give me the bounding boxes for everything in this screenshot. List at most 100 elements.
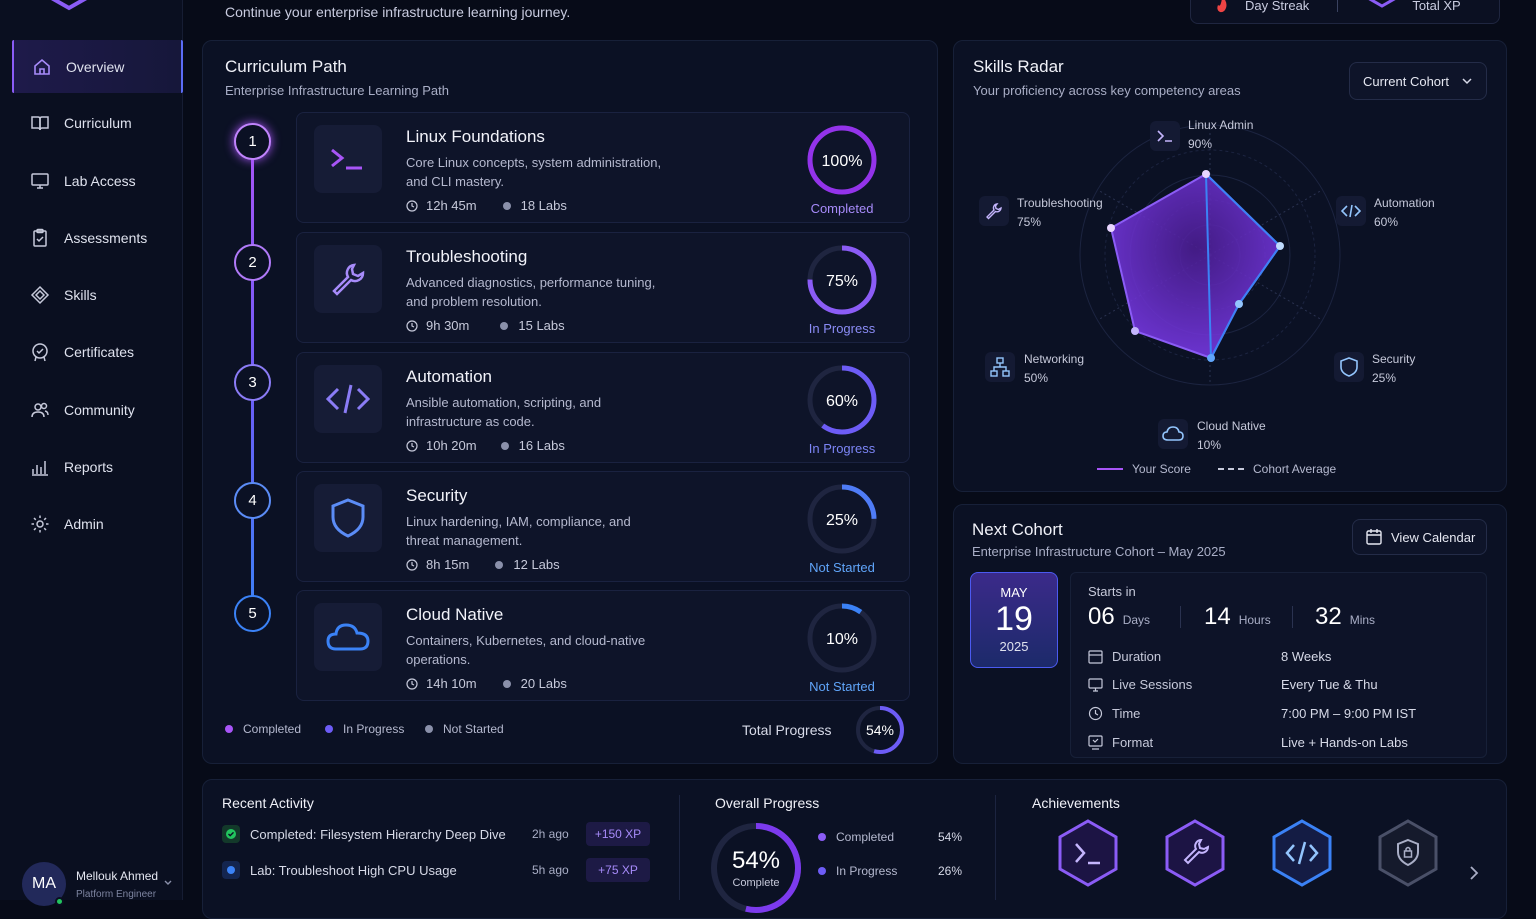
course-title: Automation bbox=[406, 367, 492, 386]
detail-format: Format bbox=[1088, 735, 1153, 750]
cohort-dropdown[interactable]: Current Cohort bbox=[1349, 62, 1487, 100]
activity-time: 5h ago bbox=[532, 863, 569, 877]
legend-your-score: Your Score bbox=[1097, 462, 1191, 476]
total-progress-label: Total Progress bbox=[742, 722, 832, 738]
legend-completed: Completed bbox=[225, 722, 301, 736]
sidebar-item-label: Skills bbox=[64, 287, 97, 304]
home-icon bbox=[34, 58, 50, 75]
step-1: 1 bbox=[234, 123, 271, 160]
chevron-right-icon[interactable] bbox=[1466, 864, 1482, 882]
sidebar-item-label: Community bbox=[64, 401, 135, 418]
clock-icon bbox=[1088, 706, 1103, 721]
step-3: 3 bbox=[234, 364, 271, 401]
diamond-icon bbox=[30, 286, 50, 305]
terminal-icon bbox=[1150, 121, 1180, 151]
sidebar-item-reports[interactable]: Reports bbox=[12, 440, 183, 494]
course-meta: 12h 45m 18 Labs bbox=[406, 198, 567, 213]
sidebar-item-admin[interactable]: Admin bbox=[12, 497, 183, 551]
achievement-terminal-icon[interactable] bbox=[1056, 818, 1120, 888]
radar-label-networking: Networking 50% bbox=[1024, 352, 1085, 385]
cloud-icon bbox=[314, 603, 382, 671]
overall-in-progress: In Progress bbox=[818, 864, 897, 878]
calendar-icon bbox=[1088, 650, 1103, 664]
countdown-mins: 32 Mins bbox=[1315, 603, 1376, 630]
detail-time: Time bbox=[1088, 706, 1140, 721]
course-desc: Containers, Kubernetes, and cloud-native… bbox=[406, 633, 646, 667]
progress-ring: 100% bbox=[807, 125, 877, 195]
course-desc: Ansible automation, scripting, and infra… bbox=[406, 395, 602, 429]
divider bbox=[1292, 606, 1293, 628]
cohort-details-box bbox=[1070, 572, 1487, 758]
date-card: MAY 19 2025 bbox=[970, 572, 1058, 668]
wrench-icon bbox=[979, 196, 1009, 226]
sidebar-item-assessments[interactable]: Assessments bbox=[12, 211, 183, 265]
progress-ring: 60% bbox=[807, 365, 877, 435]
code-icon bbox=[314, 365, 382, 433]
course-meta: 14h 10m 20 Labs bbox=[406, 676, 567, 691]
bar-chart-icon bbox=[32, 461, 48, 476]
course-title: Troubleshooting bbox=[406, 247, 528, 266]
sidebar-item-lab-access[interactable]: Lab Access bbox=[12, 154, 183, 208]
sidebar-item-overview[interactable]: Overview bbox=[12, 40, 183, 93]
avatar: MA bbox=[22, 862, 66, 906]
sidebar-item-skills[interactable]: Skills bbox=[12, 268, 183, 322]
sidebar-item-label: Assessments bbox=[64, 229, 148, 246]
terminal-icon bbox=[314, 125, 382, 193]
progress-ring: 75% bbox=[807, 245, 877, 315]
badge-check-icon bbox=[32, 343, 48, 362]
overall-in-progress-value: 26% bbox=[938, 864, 963, 878]
cloud-icon bbox=[1158, 419, 1188, 449]
radar-label-automation: Automation 60% bbox=[1374, 196, 1435, 229]
countdown-hours: 14 Hours bbox=[1204, 603, 1271, 630]
course-status: Not Started bbox=[809, 679, 875, 694]
achievement-code-icon[interactable] bbox=[1270, 818, 1334, 888]
detail-duration-value: 8 Weeks bbox=[1281, 649, 1332, 664]
course-title: Linux Foundations bbox=[406, 127, 545, 146]
divider bbox=[995, 795, 996, 900]
course-desc: Core Linux concepts, system administrati… bbox=[406, 155, 662, 189]
xp-gem-icon bbox=[1368, 0, 1396, 8]
sidebar-item-community[interactable]: Community bbox=[12, 383, 183, 437]
radar-subtitle: Your proficiency across key competency a… bbox=[973, 83, 1241, 98]
activity-time: 2h ago bbox=[532, 827, 569, 841]
detail-live-sessions: Live Sessions bbox=[1088, 677, 1192, 692]
sidebar-item-curriculum[interactable]: Curriculum bbox=[12, 96, 183, 150]
calendar-icon bbox=[1366, 529, 1382, 545]
svg-text:60%: 60% bbox=[826, 393, 858, 410]
users-icon bbox=[31, 402, 49, 417]
svg-text:10%: 10% bbox=[826, 631, 858, 648]
total-progress-ring: 54% bbox=[856, 706, 904, 754]
svg-text:54%: 54% bbox=[866, 722, 894, 738]
stats-bar: Day Streak Total XP bbox=[1190, 0, 1500, 24]
course-desc: Advanced diagnostics, performance tuning… bbox=[406, 275, 656, 309]
step-2: 2 bbox=[234, 244, 271, 281]
clock-icon bbox=[406, 558, 418, 571]
course-card-cloud-native[interactable]: Cloud Native Containers, Kubernetes, and… bbox=[296, 590, 910, 701]
curriculum-subtitle: Enterprise Infrastructure Learning Path bbox=[225, 83, 450, 98]
overall-completed-value: 54% bbox=[938, 830, 963, 844]
course-card-linux[interactable]: Linux Foundations Core Linux concepts, s… bbox=[296, 112, 910, 223]
view-calendar-button[interactable]: View Calendar bbox=[1352, 519, 1487, 555]
activity-title: Recent Activity bbox=[222, 795, 314, 811]
detail-duration: Duration bbox=[1088, 649, 1161, 664]
course-title: Security bbox=[406, 486, 468, 505]
sidebar-item-certificates[interactable]: Certificates bbox=[12, 325, 183, 379]
course-meta: 8h 15m 12 Labs bbox=[406, 557, 560, 572]
achievement-wrench-icon[interactable] bbox=[1163, 818, 1227, 888]
activity-item[interactable]: Lab: Troubleshoot High CPU Usage bbox=[222, 861, 457, 879]
user-name: Mellouk Ahmed bbox=[76, 868, 159, 883]
sidebar-item-label: Lab Access bbox=[64, 172, 136, 189]
achievement-locked-shield-icon[interactable] bbox=[1376, 818, 1440, 888]
course-status: In Progress bbox=[808, 321, 876, 336]
lab-icon bbox=[222, 861, 240, 879]
course-card-security[interactable]: Security Linux hardening, IAM, complianc… bbox=[296, 471, 910, 582]
svg-text:75%: 75% bbox=[826, 273, 858, 290]
course-status: Completed bbox=[810, 201, 874, 216]
activity-item[interactable]: Completed: Filesystem Hierarchy Deep Div… bbox=[222, 825, 506, 843]
radar-label-security: Security 25% bbox=[1372, 352, 1416, 385]
clock-icon bbox=[406, 319, 418, 332]
xp-badge: +150 XP bbox=[586, 822, 650, 846]
course-card-automation[interactable]: Automation Ansible automation, scripting… bbox=[296, 352, 910, 463]
user-profile[interactable]: MA Mellouk Ahmed Platform Engineer bbox=[22, 862, 174, 906]
course-card-troubleshooting[interactable]: Troubleshooting Advanced diagnostics, pe… bbox=[296, 232, 910, 343]
